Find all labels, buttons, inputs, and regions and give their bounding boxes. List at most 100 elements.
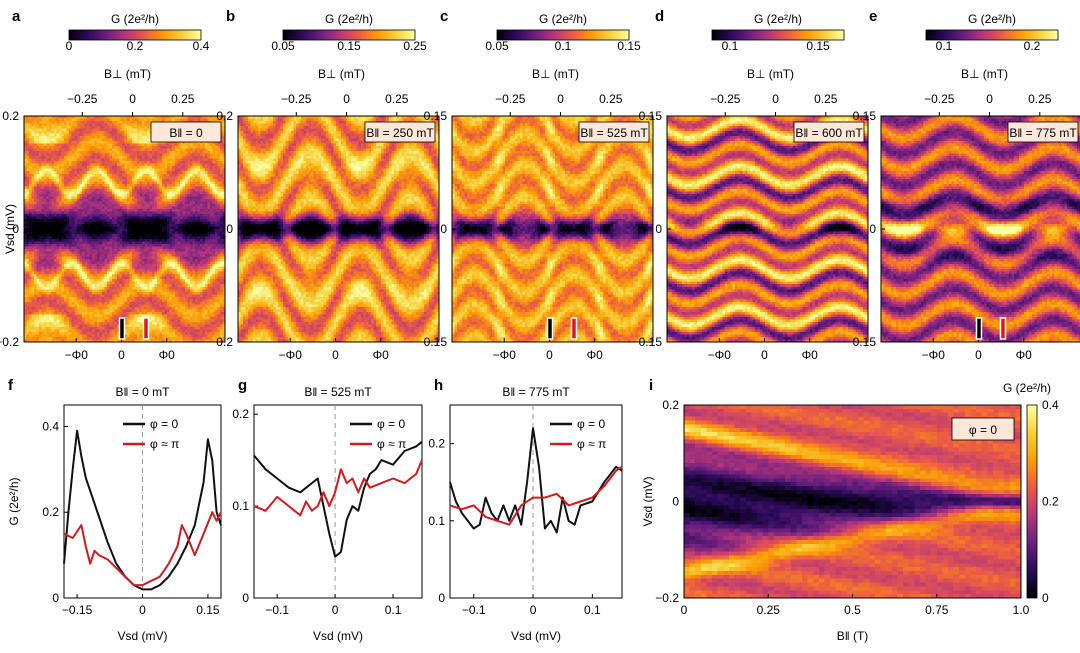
field-annotation: B‖ = 600 mT [795, 126, 863, 140]
x-tick-label: 0.1 [584, 603, 601, 617]
series-line-phi-0 [449, 427, 623, 534]
field-box [793, 121, 865, 143]
x-tick-label: −0.1 [462, 603, 486, 617]
field-annotation: B‖ = 525 mT [580, 126, 648, 140]
top-axis-tick: −0.25 [710, 92, 741, 106]
panel-a: a G (2e²/h) 0 0.2 0.4 B⊥ (mT) −0.25 0 0.25 B‖ = 0… [0, 8, 226, 362]
panel-c: c G (2e²/h) 0.05 0.1 0.15 B⊥ (mT) −0.25 0 0.25 B‖… [417, 8, 654, 362]
colorbar-tick: 0.1 [555, 39, 572, 53]
y-tick-label: 0.4 [42, 419, 59, 433]
y-tick-label: 0 [655, 222, 662, 236]
y-tick-label: 0.2 [428, 437, 445, 451]
y-tick-label: 0.15 [424, 109, 448, 123]
top-axis-label: B⊥ (mT) [104, 67, 151, 81]
series-line-phi-pi [63, 511, 222, 587]
colorbar-title: G (2e²/h) [754, 12, 802, 26]
colorbar-tick: 0.05 [485, 39, 509, 53]
heatmap-c [452, 116, 653, 342]
colorbar-tick: 0.1 [722, 39, 739, 53]
x-tick-label: 0 [332, 348, 339, 362]
colorbar [711, 29, 845, 41]
y-tick-label: 0.2 [2, 109, 19, 123]
top-axis-tick: 0 [772, 92, 779, 106]
y-tick-label: 0.1 [232, 499, 249, 513]
legend-entry: φ ≈ π [577, 437, 606, 451]
colorbar-tick: 0.15 [337, 39, 361, 53]
colorbar-tick: 0.1 [936, 39, 953, 53]
colorbar [282, 29, 416, 41]
legend-entry: φ = 0 [150, 417, 178, 431]
phase-annotation: φ = 0 [969, 423, 997, 437]
panel-d: d G (2e²/h) 0.1 0.15 B⊥ (mT) −0.25 0 0.25 B‖ = 6… [632, 8, 869, 362]
marker-phi-pi [570, 317, 578, 340]
top-axis-label: B⊥ (mT) [318, 67, 365, 81]
y-tick-label: 0.15 [639, 109, 663, 123]
x-tick-label: −Φ0 [922, 348, 946, 362]
y-tick-label: 0 [12, 222, 19, 236]
y-tick-label: 0.15 [853, 109, 877, 123]
top-axis-tick: 0 [129, 92, 136, 106]
x-tick-label: 1.0 [1013, 603, 1030, 617]
x-tick-label: 0 [546, 348, 553, 362]
x-tick-label: 0.15 [196, 603, 220, 617]
panel-label-f: f [8, 377, 14, 394]
x-tick-label: Φ0 [159, 348, 176, 362]
y-tick-label: −0.15 [632, 335, 663, 349]
panel-label-h: h [434, 377, 443, 394]
series-line-phi-pi [449, 465, 623, 526]
top-axis-tick: 0 [986, 92, 993, 106]
chart-title: B‖ = 525 mT [304, 385, 372, 399]
field-box [578, 121, 650, 143]
y-tick-label: 0 [52, 591, 59, 605]
panel-i: i0 0.25 0.5 0.75 1.00.20−0.2B‖ (T)Vsd (mV)φ … [641, 377, 1059, 643]
x-tick-label: 0 [681, 603, 688, 617]
field-box [150, 121, 222, 143]
y-axis-label: Vsd (mV) [3, 204, 17, 254]
panel-label-d: d [655, 8, 664, 25]
x-tick-label: 0.1 [385, 603, 402, 617]
series-line-phi-pi [253, 459, 423, 517]
marker-phi-pi [999, 317, 1007, 340]
top-axis-tick: −0.25 [495, 92, 526, 106]
colorbar-title: G (2e²/h) [968, 12, 1016, 26]
y-tick-label: −0.2 [0, 335, 19, 349]
y-tick-label: −0.2 [209, 335, 233, 349]
colorbar-tick: 0.15 [617, 39, 641, 53]
series-line-phi-0 [253, 441, 423, 558]
x-axis-label: Vsd (mV) [313, 629, 363, 643]
y-tick-label: 0.2 [216, 109, 233, 123]
y-axis-label: Vsd (mV) [641, 476, 655, 526]
heatmap-b [238, 116, 439, 342]
y-tick-label: 0.2 [232, 407, 249, 421]
y-tick-label: −0.15 [846, 335, 877, 349]
top-axis-tick: 0.25 [814, 92, 838, 106]
colorbar-title: G (2e²/h) [111, 12, 159, 26]
colorbar-tick: 0.4 [193, 39, 210, 53]
top-axis-label: B⊥ (mT) [532, 67, 579, 81]
colorbar-tick: 0.25 [403, 39, 427, 53]
x-tick-label: 0.25 [757, 603, 781, 617]
panel-label-c: c [440, 8, 448, 25]
y-tick-label: −0.2 [655, 591, 679, 605]
x-tick-label: 0 [332, 603, 339, 617]
x-tick-label: Φ0 [802, 348, 819, 362]
top-axis-tick: 0.25 [1028, 92, 1052, 106]
chart-title: B‖ = 0 mT [116, 385, 171, 399]
panel-label-g: g [238, 377, 247, 394]
x-tick-label: −0.15 [62, 603, 93, 617]
top-axis-tick: 0.25 [385, 92, 409, 106]
panel-label-b: b [226, 8, 235, 25]
marker-phi-0 [118, 317, 126, 340]
colorbar [925, 29, 1059, 41]
top-axis-tick: −0.25 [67, 92, 98, 106]
x-tick-label: −0.1 [265, 603, 289, 617]
field-box [1007, 121, 1079, 143]
field-annotation: B‖ = 775 mT [1009, 126, 1077, 140]
top-axis-label: B⊥ (mT) [747, 67, 794, 81]
heatmap-d [667, 116, 868, 342]
panel-label-a: a [12, 8, 21, 25]
x-tick-label: −Φ0 [493, 348, 517, 362]
colorbar-tick: 0.2 [127, 39, 144, 53]
legend-entry: φ ≈ π [150, 437, 179, 451]
panel-label-i: i [649, 377, 653, 394]
